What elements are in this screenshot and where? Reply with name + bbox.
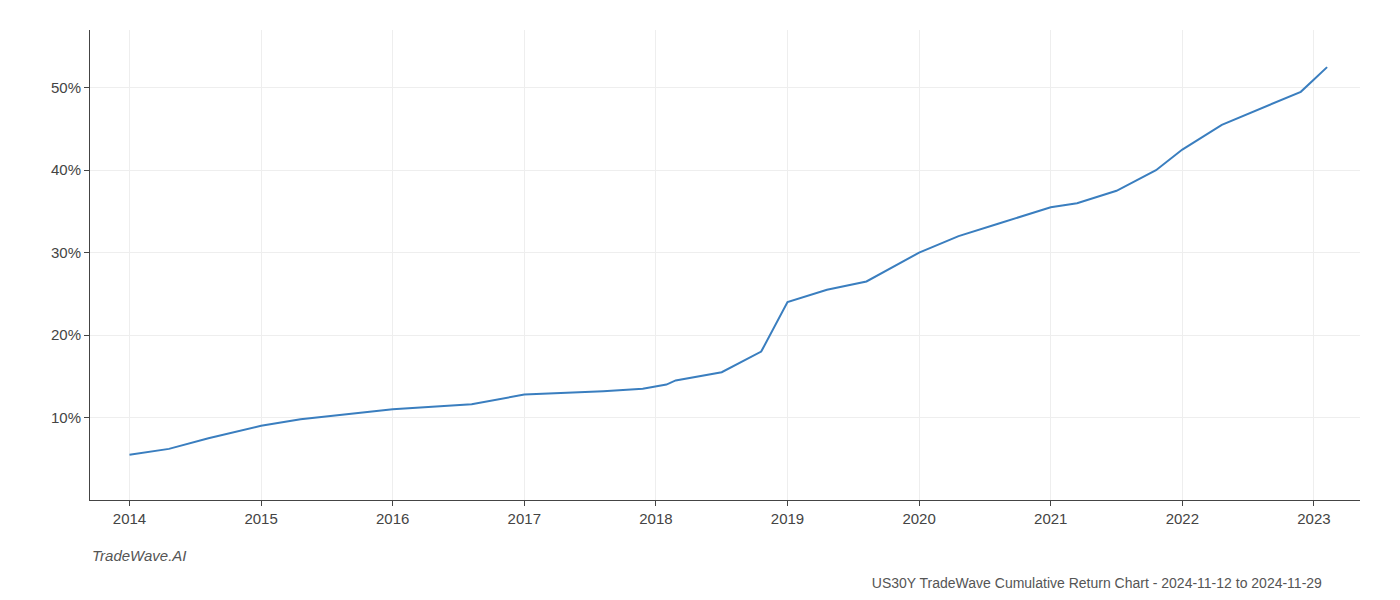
svg-text:10%: 10% <box>51 409 81 426</box>
svg-text:2016: 2016 <box>376 510 409 527</box>
svg-text:40%: 40% <box>51 161 81 178</box>
svg-text:2020: 2020 <box>902 510 935 527</box>
svg-text:2021: 2021 <box>1034 510 1067 527</box>
svg-text:2015: 2015 <box>244 510 277 527</box>
svg-text:2023: 2023 <box>1297 510 1330 527</box>
svg-text:2017: 2017 <box>508 510 541 527</box>
svg-text:2014: 2014 <box>113 510 146 527</box>
svg-text:2018: 2018 <box>639 510 672 527</box>
svg-text:30%: 30% <box>51 244 81 261</box>
svg-text:2022: 2022 <box>1166 510 1199 527</box>
svg-text:TradeWave.AI: TradeWave.AI <box>92 547 186 564</box>
svg-text:50%: 50% <box>51 79 81 96</box>
svg-text:20%: 20% <box>51 326 81 343</box>
svg-text:US30Y TradeWave Cumulative Ret: US30Y TradeWave Cumulative Return Chart … <box>872 575 1322 591</box>
svg-text:2019: 2019 <box>771 510 804 527</box>
